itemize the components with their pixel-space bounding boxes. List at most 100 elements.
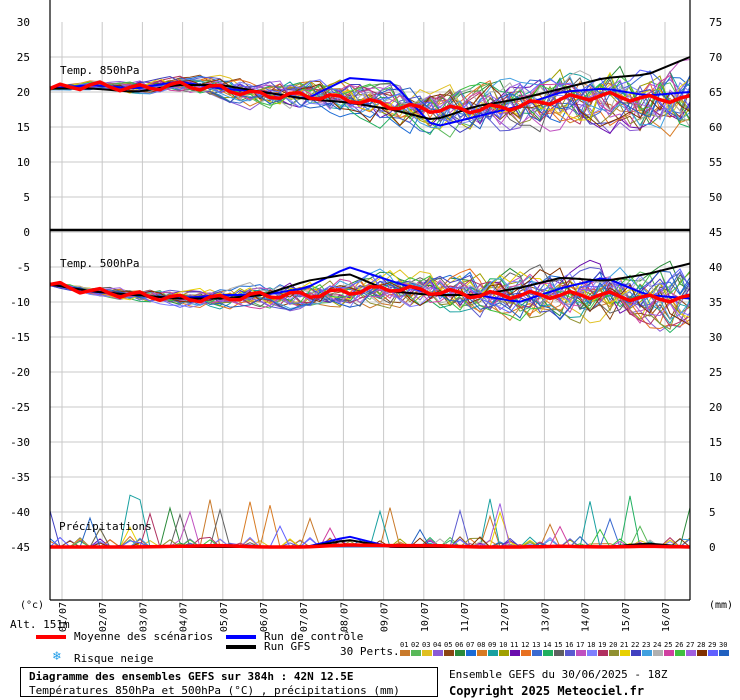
x-tick-label: 16/07 bbox=[661, 602, 672, 632]
pert-color-swatch bbox=[598, 650, 608, 656]
altitude-label: Alt. 151m bbox=[10, 618, 70, 631]
copyright: Copyright 2025 Meteociel.fr bbox=[449, 684, 645, 698]
perturbation-swatches: 01 02 03 04 05 06 07 08 09 10 11 12 13 14 15 16 17 18 19 20… bbox=[400, 641, 729, 656]
pert-color-swatch bbox=[686, 650, 696, 656]
pert-id-label: 20 bbox=[609, 641, 617, 649]
info-box: Diagramme des ensembles GEFS sur 384h : … bbox=[20, 667, 438, 697]
x-tick-label: 13/07 bbox=[540, 602, 551, 632]
pert-color-swatch bbox=[477, 650, 487, 656]
pert-color-swatch bbox=[400, 650, 410, 656]
pert-color-swatch bbox=[664, 650, 674, 656]
left-tick-label: -10 bbox=[10, 296, 30, 309]
control-legend-label: Run de contrôle bbox=[264, 630, 364, 643]
left-tick-label: -20 bbox=[10, 366, 30, 379]
diagram-title: Diagramme des ensembles GEFS sur 384h : … bbox=[29, 670, 354, 683]
ensemble-member-line bbox=[49, 272, 691, 316]
right-tick-label: 25 bbox=[709, 366, 722, 379]
pert-id-label: 18 bbox=[587, 641, 595, 649]
pert-id-label: 25 bbox=[664, 641, 672, 649]
pert-id-label: 11 bbox=[510, 641, 518, 649]
pert-color-swatch bbox=[554, 650, 564, 656]
left-tick-label: 20 bbox=[17, 86, 30, 99]
x-tick-label: 02/07 bbox=[98, 602, 109, 632]
pert-color-swatch bbox=[411, 650, 421, 656]
ensemble-member-line bbox=[49, 75, 691, 130]
pert-color-swatch bbox=[422, 650, 432, 656]
mean-legend-label: Moyenne des scénarios bbox=[74, 630, 214, 643]
pert-id-label: 19 bbox=[598, 641, 606, 649]
x-tick-label: 08/07 bbox=[339, 602, 350, 632]
pert-color-swatch bbox=[631, 650, 641, 656]
x-tick-label: 10/07 bbox=[420, 602, 431, 632]
pert-id-label: 09 bbox=[488, 641, 496, 649]
right-tick-label: 30 bbox=[709, 331, 722, 344]
pert-color-swatch bbox=[675, 650, 685, 656]
control-legend-swatch bbox=[226, 635, 256, 639]
pert-id-label: 16 bbox=[565, 641, 573, 649]
temp850-panel-label: Temp. 850hPa bbox=[60, 64, 140, 77]
pert-color-swatch bbox=[521, 650, 531, 656]
pert-color-swatch bbox=[642, 650, 652, 656]
snow-legend-label: Risque neige bbox=[74, 652, 154, 665]
right-tick-label: 45 bbox=[709, 226, 722, 239]
pert-id-label: 22 bbox=[631, 641, 639, 649]
pert-id-label: 29 bbox=[708, 641, 716, 649]
pert-id-label: 04 bbox=[433, 641, 441, 649]
pert-color-swatch bbox=[719, 650, 729, 656]
right-tick-label: 65 bbox=[709, 86, 722, 99]
pert-color-swatch bbox=[466, 650, 476, 656]
pert-id-label: 30 bbox=[719, 641, 727, 649]
pert-color-swatch bbox=[708, 650, 718, 656]
pert-id-label: 24 bbox=[653, 641, 661, 649]
perts-label: 30 Perts. bbox=[340, 645, 400, 658]
x-tick-label: 06/07 bbox=[259, 602, 270, 632]
pert-color-swatch bbox=[433, 650, 443, 656]
x-tick-label: 03/07 bbox=[138, 602, 149, 632]
left-tick-label: 15 bbox=[17, 121, 30, 134]
x-tick-label: 01/07 bbox=[58, 602, 69, 632]
left-tick-label: -25 bbox=[10, 401, 30, 414]
pert-id-label: 10 bbox=[499, 641, 507, 649]
pert-id-label: 07 bbox=[466, 641, 474, 649]
main-series bbox=[49, 56, 691, 549]
pert-color-swatch bbox=[587, 650, 597, 656]
ensemble-members bbox=[49, 59, 691, 548]
pert-id-label: 08 bbox=[477, 641, 485, 649]
right-tick-label: 35 bbox=[709, 296, 722, 309]
right-tick-label: 15 bbox=[709, 436, 722, 449]
x-tick-label: 07/07 bbox=[299, 602, 310, 632]
left-tick-label: -30 bbox=[10, 436, 30, 449]
pert-id-label: 13 bbox=[532, 641, 540, 649]
mean-line bbox=[49, 280, 691, 304]
x-tick-label: 12/07 bbox=[500, 602, 511, 632]
left-tick-label: -15 bbox=[10, 331, 30, 344]
right-tick-label: 70 bbox=[709, 51, 722, 64]
mean-legend-swatch bbox=[36, 635, 66, 639]
right-tick-label: 60 bbox=[709, 121, 722, 134]
pert-color-swatch bbox=[488, 650, 498, 656]
pert-color-swatch bbox=[532, 650, 542, 656]
gfs-legend-swatch bbox=[226, 645, 256, 649]
right-tick-label: 55 bbox=[709, 156, 722, 169]
pert-id-label: 14 bbox=[543, 641, 551, 649]
left-tick-label: -40 bbox=[10, 506, 30, 519]
run-info: Ensemble GEFS du 30/06/2025 - 18Z bbox=[449, 668, 668, 681]
temp500-panel-label: Temp. 500hPa bbox=[60, 257, 140, 270]
pert-id-label: 01 bbox=[400, 641, 408, 649]
x-tick-label: 15/07 bbox=[621, 602, 632, 632]
pert-id-label: 21 bbox=[620, 641, 628, 649]
x-axis-labels: 01/07 02/07 03/07 04/07 05/07 06/07 07/07 08/07… bbox=[58, 602, 672, 632]
pert-id-label: 06 bbox=[455, 641, 463, 649]
diagram-subtitle: Températures 850hPa et 500hPa (°C) , pré… bbox=[29, 684, 400, 697]
pert-color-swatch bbox=[444, 650, 454, 656]
pert-color-swatch bbox=[620, 650, 630, 656]
pert-color-swatch bbox=[609, 650, 619, 656]
pert-id-label: 05 bbox=[444, 641, 452, 649]
gfs-legend-label: Run GFS bbox=[264, 640, 311, 653]
left-tick-label: 5 bbox=[23, 191, 30, 204]
left-tick-label: -45 bbox=[10, 541, 30, 554]
right-unit-label: (mm) bbox=[709, 600, 734, 611]
x-tick-label: 14/07 bbox=[581, 602, 592, 632]
left-tick-label: 0 bbox=[23, 226, 30, 239]
